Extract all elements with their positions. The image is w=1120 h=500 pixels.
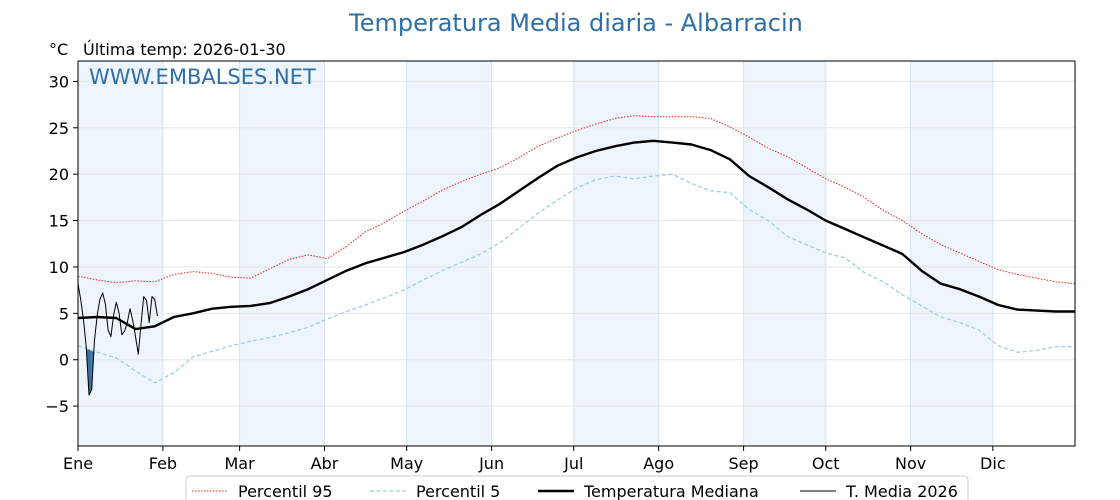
month-band-nov	[910, 61, 993, 446]
x-axis: Ene Feb Mar Abr May Jun Jul Ago Sep Oct Nov Dic	[63, 446, 1006, 473]
unit-label: °C	[49, 40, 68, 59]
x-tick-label-jun: Jun	[478, 454, 504, 473]
y-tick-label: 20	[49, 165, 69, 184]
series-lines	[77, 115, 1076, 396]
series-line-median	[77, 139, 1075, 331]
x-tick-label-may: May	[390, 454, 423, 473]
below-p5-fill	[88, 349, 92, 395]
month-bands	[78, 61, 993, 446]
x-tick-label-dic: Dic	[980, 454, 1006, 473]
x-tick-label-ene: Ene	[63, 454, 93, 473]
x-tick-label-ago: Ago	[643, 454, 674, 473]
y-axis: −5 0 5 10 15 20 25 30	[45, 72, 78, 416]
month-band-may	[406, 61, 492, 446]
month-band-jul	[573, 61, 659, 446]
x-tick-label-oct: Oct	[812, 454, 840, 473]
month-band-sep	[743, 61, 826, 446]
x-tick-label-abr: Abr	[311, 454, 339, 473]
plot-frame	[77, 60, 1076, 447]
grid-lines	[77, 61, 1075, 446]
y-tick-label: 0	[59, 351, 69, 370]
last-temp-label: Última temp: 2026-01-30	[83, 40, 286, 59]
y-tick-label: 30	[49, 72, 69, 91]
y-tick-label: 15	[49, 212, 69, 231]
x-tick-label-mar: Mar	[225, 454, 256, 473]
y-tick-label: −5	[45, 397, 69, 416]
y-tick-label: 5	[59, 304, 69, 323]
legend: Percentil 95 Percentil 5 Temperatura Media…	[185, 475, 969, 500]
chart-title: Temperatura Media diaria - Albarracin	[348, 9, 803, 37]
x-tick-label-sep: Sep	[729, 454, 759, 473]
x-tick-label-nov: Nov	[895, 454, 926, 473]
x-tick-label-feb: Feb	[149, 454, 177, 473]
y-tick-label: 25	[49, 119, 69, 138]
y-tick-label: 10	[49, 258, 69, 277]
legend-items: Percentil 95 Percentil 5 Temperatura Media…	[192, 482, 958, 500]
series-line-current	[77, 283, 158, 396]
legend-label-p5: Percentil 5	[416, 482, 500, 500]
legend-label-p95: Percentil 95	[238, 482, 333, 500]
month-band-mar	[239, 61, 325, 446]
legend-label-current: T. Media 2026	[845, 482, 958, 500]
legend-label-median: Temperatura Mediana	[583, 482, 759, 500]
series-line-p95	[77, 115, 1076, 285]
watermark: WWW.EMBALSES.NET	[89, 65, 316, 89]
series-line-p5	[77, 173, 1075, 384]
x-tick-label-jul: Jul	[563, 454, 583, 473]
legend-box	[185, 475, 969, 500]
